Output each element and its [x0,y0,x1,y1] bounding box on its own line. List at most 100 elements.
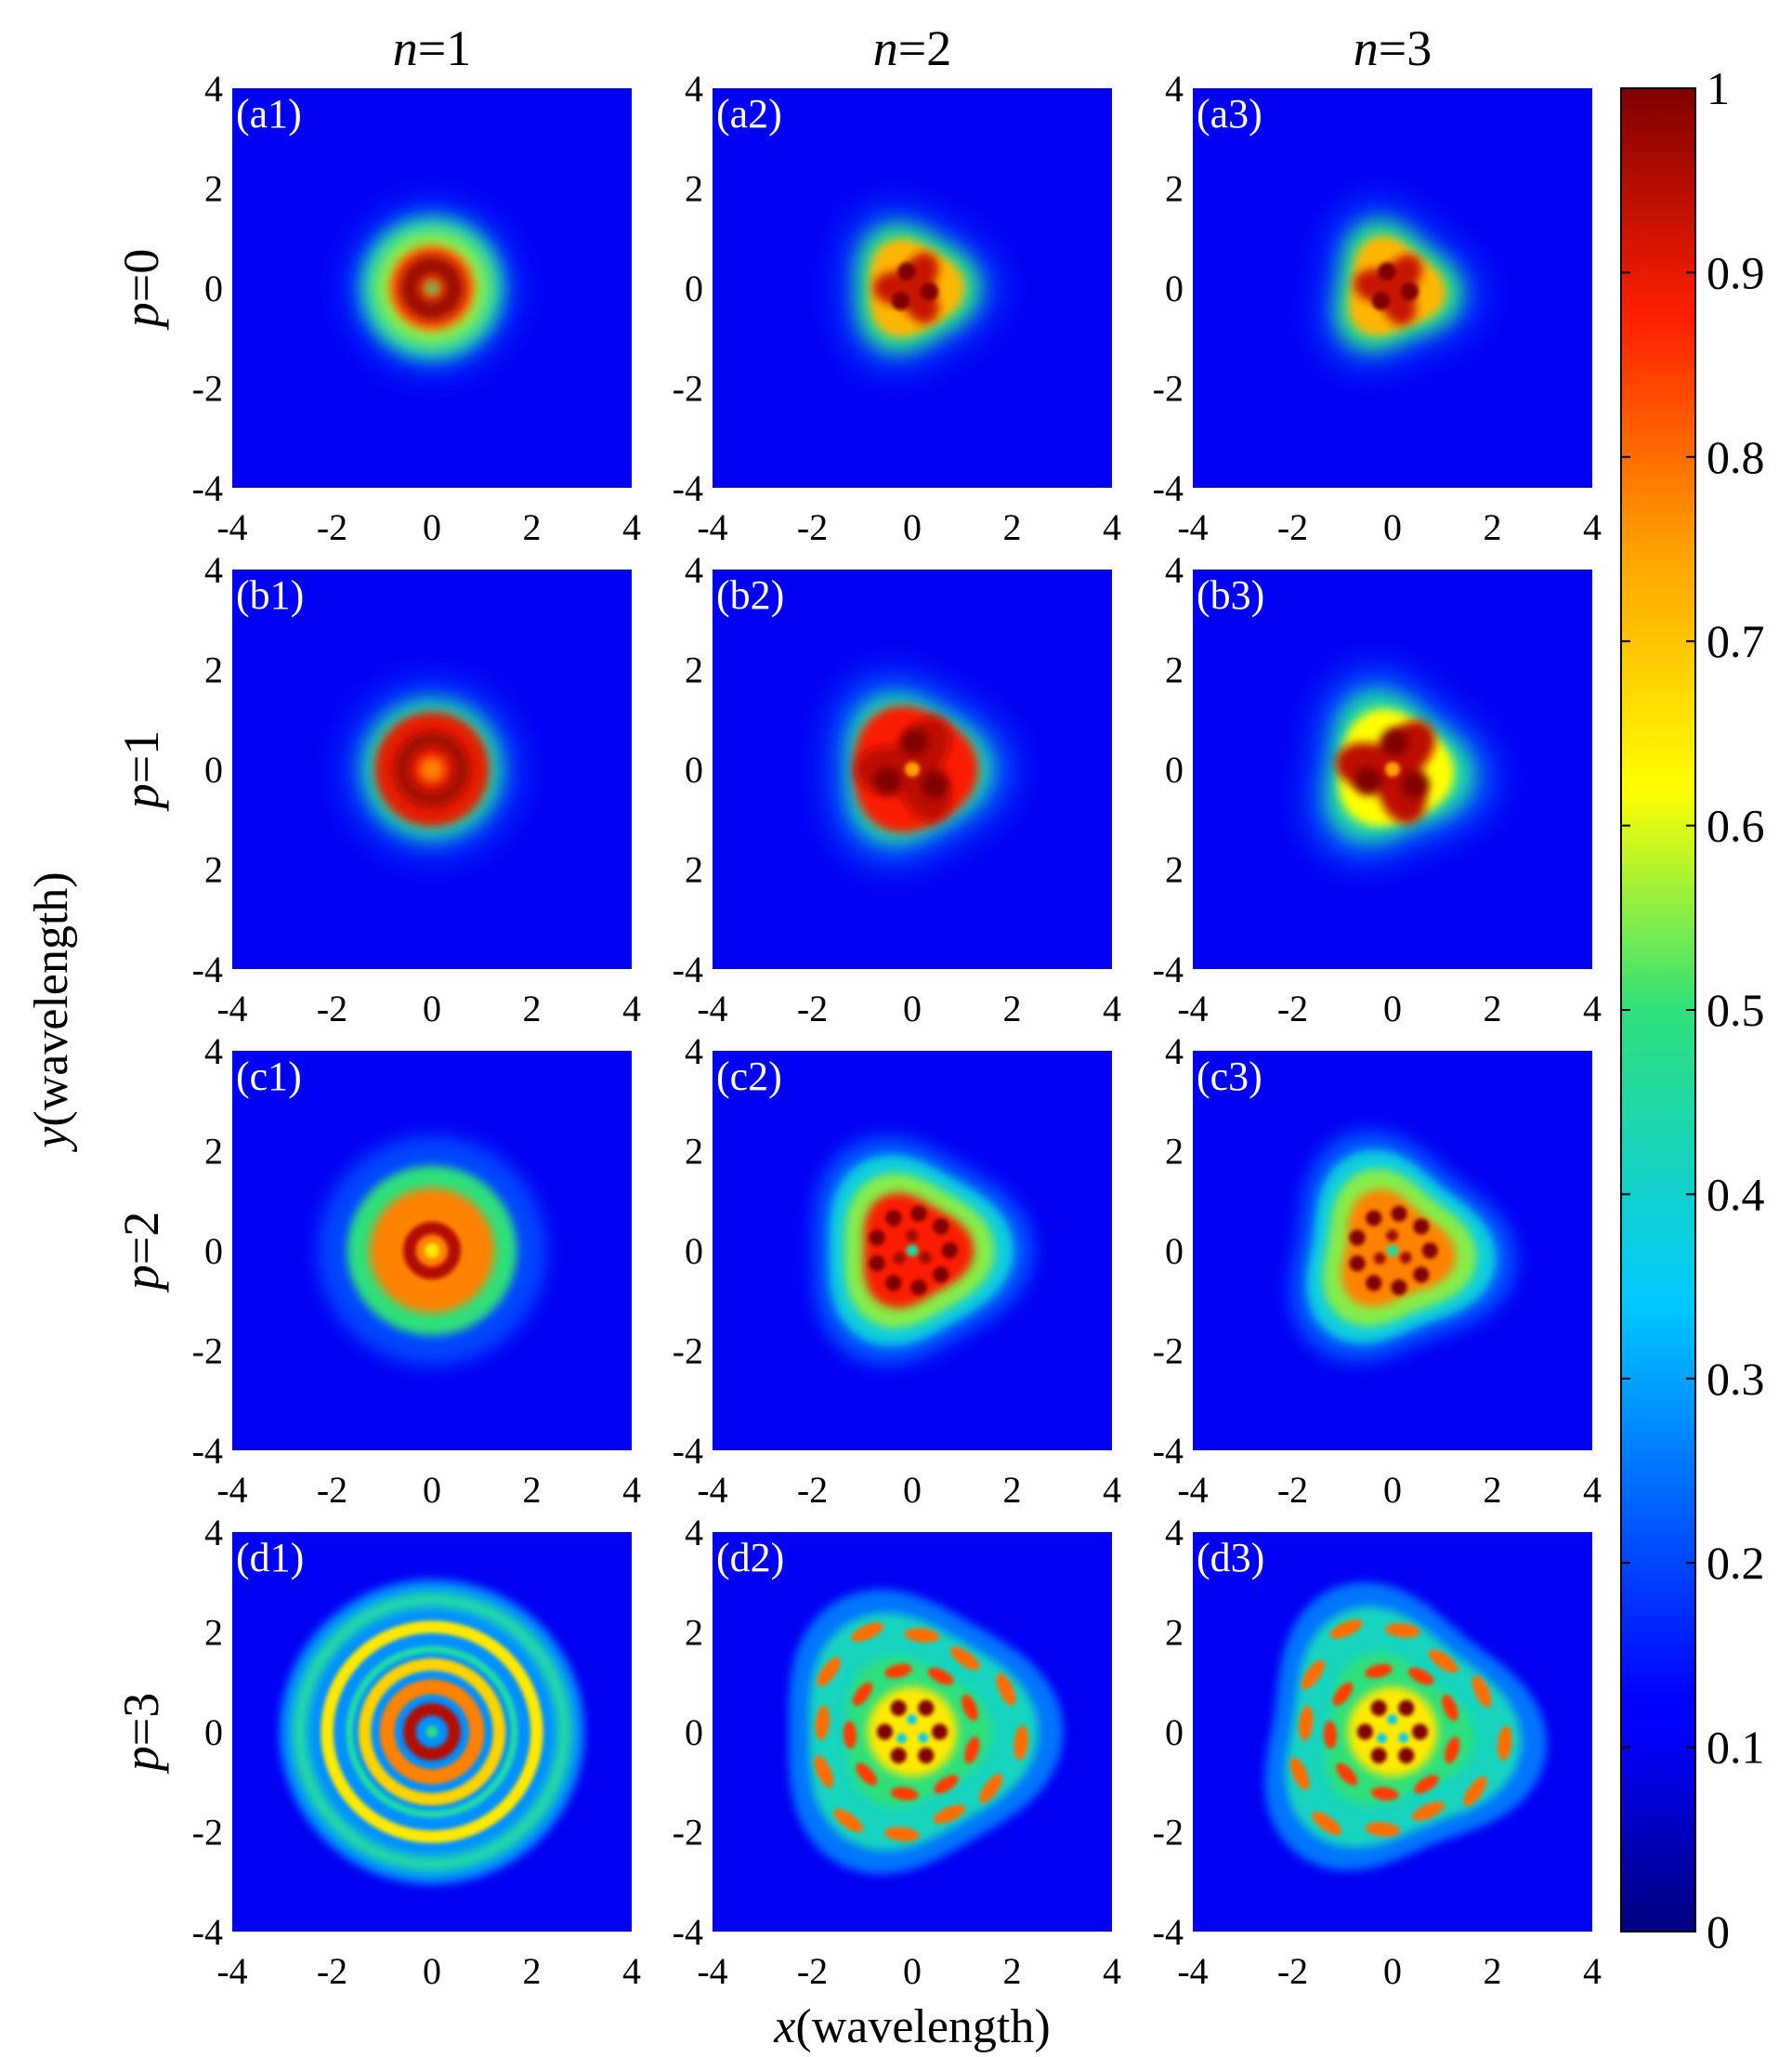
heatmap-panel [232,1051,632,1450]
y-tick-label: -4 [673,1911,703,1953]
colorbar-tick-label: 0 [1707,1906,1730,1958]
heatmap-panel [713,88,1112,488]
y-tick-label: -4 [1153,1911,1184,1953]
y-tick-label: -4 [192,467,223,509]
y-tick-label: 4 [1165,1030,1184,1072]
x-tick-label: -4 [1177,1950,1208,1992]
heatmap-panel [713,1051,1112,1450]
y-tick-label: 0 [1165,1230,1184,1272]
x-tick-label: 4 [1103,506,1121,548]
y-tick-label: -4 [192,949,223,990]
y-tick-label: -2 [673,368,703,410]
y-tick-label: 2 [1165,168,1184,210]
x-tick-label: -4 [216,1469,247,1511]
y-tick-label: -4 [192,1911,223,1953]
y-tick-label: -2 [192,368,223,410]
y-tick-label: 0 [204,1230,223,1272]
y-tick-label: 4 [204,68,223,110]
heatmap-panel [713,570,1112,969]
y-tick-label: 4 [1165,1512,1184,1553]
y-tick-label: -4 [1153,1430,1184,1472]
x-tick-label: 2 [1484,988,1502,1029]
panel-label: (a2) [716,91,782,137]
x-tick-label: 0 [423,1469,441,1511]
row-label: p=1 [113,730,169,812]
y-tick-label: -4 [673,1430,703,1472]
y-tick-label: 4 [685,549,703,591]
y-tick-label: 4 [204,1030,223,1072]
y-tick-label: 4 [1165,68,1184,110]
x-tick-label: -2 [797,1469,828,1511]
x-tick-label: 4 [622,1469,641,1511]
x-tick-label: 2 [1003,506,1022,548]
row-label: p=2 [113,1212,169,1293]
x-tick-label: 4 [622,1950,641,1992]
x-tick-label: 4 [1583,1469,1602,1511]
heatmap-panel [1193,88,1592,488]
x-tick-label: -2 [1277,506,1308,548]
y-tick-label: -2 [192,1812,223,1854]
y-tick-label: 0 [685,1230,703,1272]
row-label: p=3 [113,1693,169,1775]
x-tick-label: -4 [216,988,247,1029]
x-tick-label: 2 [523,988,542,1029]
y-tick-label: 2 [685,1131,703,1173]
x-tick-label: 2 [1484,506,1502,548]
x-tick-label: 0 [1383,988,1402,1029]
x-tick-label: -4 [697,506,727,548]
panel-label: (b1) [236,572,304,618]
x-tick-label: 4 [1103,988,1121,1029]
x-tick-label: -4 [697,988,727,1029]
y-tick-label: 4 [685,68,703,110]
x-axis-label: x(wavelength) [773,2000,1050,2053]
column-header: n=1 [393,20,471,76]
x-tick-label: 2 [1484,1950,1502,1992]
y-tick-label: 2 [685,1612,703,1654]
row-label: p=0 [113,249,169,331]
y-tick-label: 0 [204,749,223,791]
x-tick-label: 0 [423,506,441,548]
x-tick-label: 2 [523,1950,542,1992]
colorbar-tick-label: 0.7 [1707,615,1765,667]
y-tick-label: -4 [673,949,703,990]
colorbar-tick-label: 0.8 [1707,431,1765,483]
y-tick-label: -4 [673,467,703,509]
x-tick-label: 0 [903,988,922,1029]
y-tick-label: 0 [1165,749,1184,791]
x-tick-label: -2 [317,506,347,548]
y-tick-label: 2 [204,1612,223,1654]
x-tick-label: -2 [1277,1469,1308,1511]
heatmap-grid [232,88,1592,1932]
column-header: n=2 [873,20,951,76]
colorbar-tick-label: 0.5 [1707,984,1765,1036]
x-tick-label: 0 [903,506,922,548]
x-tick-label: -2 [797,988,828,1029]
y-tick-label: -4 [1153,467,1184,509]
x-tick-label: -2 [317,988,347,1029]
colorbar-gradient [1620,87,1696,1933]
y-tick-label: 4 [685,1030,703,1072]
y-tick-label: 4 [1165,549,1184,591]
y-tick-label: 2 [685,168,703,210]
y-tick-label: 0 [685,1711,703,1753]
y-tick-label: 2 [204,1131,223,1173]
x-tick-label: 0 [1383,1950,1402,1992]
x-tick-label: -4 [216,506,247,548]
panel-label: (d2) [716,1535,784,1580]
y-tick-label: 4 [685,1512,703,1553]
x-tick-label: 4 [622,988,641,1029]
x-tick-label: 4 [622,506,641,548]
x-tick-label: -2 [317,1950,347,1992]
heatmap-panel [232,570,632,969]
y-tick-label: 4 [204,549,223,591]
x-tick-label: -2 [1277,1950,1308,1992]
x-tick-label: 2 [1003,988,1022,1029]
x-tick-label: 0 [423,1950,441,1992]
x-tick-label: 0 [423,988,441,1029]
x-tick-label: 4 [1583,988,1602,1029]
x-tick-label: 0 [1383,506,1402,548]
heatmap-panel [1193,1051,1592,1450]
panel-label: (d1) [236,1535,304,1580]
y-tick-label: 2 [1165,1612,1184,1654]
